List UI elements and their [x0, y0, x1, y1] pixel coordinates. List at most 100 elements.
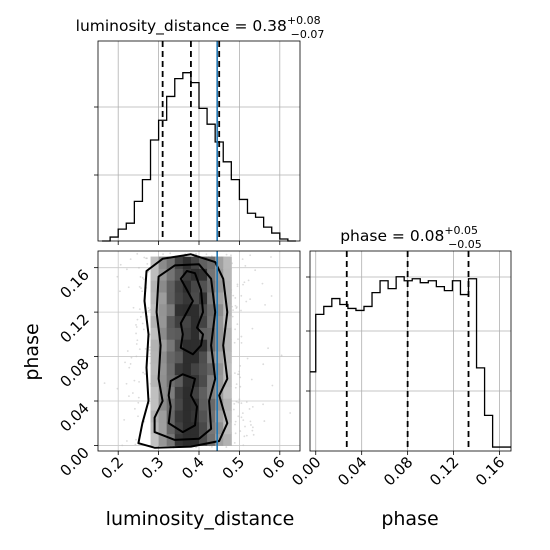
joint-density-cell — [150, 351, 160, 364]
joint-density-cell — [215, 386, 224, 399]
joint-density-cell — [190, 386, 200, 399]
hist-phase-title: phase = 0.08+0.05 −0.05 — [340, 224, 482, 251]
joint-density-cell — [158, 339, 168, 352]
joint-density-cell — [158, 256, 168, 269]
joint-scatter-point — [136, 318, 139, 321]
joint-density-cell — [215, 351, 224, 364]
joint-scatter-point — [236, 306, 238, 308]
joint-density-cell — [207, 410, 216, 423]
panel-luminosity-distance-hist: luminosity_distance = 0.38+0.08 −0.07 — [76, 14, 324, 245]
joint-scatter-point — [144, 373, 146, 375]
joint-density-cell — [158, 362, 168, 376]
joint-density-cell — [215, 303, 224, 317]
joint-scatter-point — [116, 275, 119, 278]
joint-scatter-point — [131, 392, 134, 394]
joint-density-cell — [174, 256, 184, 269]
joint-density-cell — [215, 362, 224, 376]
joint-density-cell — [223, 256, 232, 269]
joint-density-cell — [182, 374, 192, 387]
joint-density-cell — [223, 268, 232, 281]
joint-scatter-point — [250, 424, 252, 426]
joint-density-cell — [158, 410, 168, 423]
joint-density-cell — [150, 362, 160, 376]
joint-density-cell — [215, 315, 224, 328]
joint-density-cell — [182, 268, 192, 281]
joint-scatter-point — [236, 283, 239, 286]
joint-scatter-point — [264, 303, 266, 306]
joint-density-cell — [199, 256, 208, 269]
joint-scatter-point — [234, 304, 237, 307]
joint-scatter-point — [262, 363, 265, 366]
joint-x-tick-label: 0.6 — [259, 453, 289, 483]
joint-density-cell — [207, 327, 216, 340]
joint-scatter-point — [235, 383, 238, 385]
joint-density-cell — [182, 421, 192, 435]
joint-scatter-point — [211, 445, 213, 448]
joint-scatter-point — [148, 349, 151, 351]
joint-density-cell — [207, 374, 216, 387]
hist-phase-step — [310, 276, 511, 448]
joint-density-cell — [166, 362, 176, 376]
joint-scatter-point — [136, 339, 139, 342]
joint-scatter-point — [261, 282, 264, 285]
joint-scatter-point — [125, 382, 128, 385]
joint-density-cell — [158, 291, 168, 305]
joint-scatter-point — [130, 356, 133, 359]
joint-scatter-point — [237, 415, 240, 418]
joint-density-cell — [174, 351, 184, 364]
joint-density-cell — [174, 303, 184, 317]
joint-scatter-point — [135, 355, 138, 358]
joint-scatter-point — [139, 315, 142, 318]
joint-density-cell — [199, 268, 208, 281]
joint-density-cell — [207, 291, 216, 305]
joint-density-cell — [190, 256, 200, 269]
joint-density-cell — [215, 421, 224, 435]
joint-density-cell — [223, 433, 232, 446]
joint-density-cell — [199, 421, 208, 435]
joint-density-cell — [174, 339, 184, 352]
joint-density-cell — [223, 339, 232, 352]
joint-scatter-point — [270, 256, 272, 258]
joint-scatter-point — [128, 366, 131, 369]
joint-scatter-point — [239, 364, 242, 367]
joint-scatter-point — [234, 372, 236, 375]
joint-scatter-point — [234, 420, 237, 423]
joint-density-cell — [223, 410, 232, 423]
joint-scatter-point — [250, 378, 253, 381]
joint-scatter-point — [242, 419, 245, 421]
joint-density-cell — [207, 398, 216, 411]
joint-scatter-point — [236, 285, 239, 288]
joint-density-cell — [223, 315, 232, 328]
joint-density-cell — [174, 268, 184, 281]
joint-y-label: phase — [21, 323, 43, 380]
joint-scatter-point — [124, 361, 126, 364]
joint-scatter-point — [237, 338, 239, 341]
joint-density-cell — [150, 386, 160, 399]
phase-x-ticks: 0.00 0.04 0.08 0.12 0.16 — [288, 451, 508, 489]
hist-ld-grid — [94, 41, 300, 245]
joint-density-cell — [223, 386, 232, 399]
joint-density-cell — [150, 339, 160, 352]
joint-density-cell — [199, 398, 208, 411]
joint-density-cell — [199, 291, 208, 305]
joint-scatter-point — [263, 420, 266, 422]
joint-scatter-point — [138, 348, 141, 351]
joint-density-cell — [182, 351, 192, 364]
joint-density-cell — [190, 362, 200, 376]
joint-density-cell — [174, 421, 184, 435]
panel-joint: 0.2 0.3 0.4 0.5 0.6 0.00 0.04 0.08 0.12 0.16 lum… — [21, 250, 301, 530]
joint-density-cell — [207, 433, 216, 446]
joint-density-cell — [215, 327, 224, 340]
joint-density-cell — [166, 386, 176, 399]
joint-density-cell — [166, 351, 176, 364]
joint-density-cell — [166, 339, 176, 352]
joint-y-tick-label: 0.16 — [56, 266, 92, 302]
joint-scatter-point — [126, 440, 128, 442]
joint-density-cell — [158, 280, 168, 293]
joint-scatter-point — [239, 385, 242, 388]
phase-x-tick-label: 0.08 — [380, 453, 416, 489]
phase-x-tick-label: 0.00 — [288, 453, 324, 489]
joint-scatter-point — [148, 346, 151, 349]
joint-scatter-point — [244, 264, 247, 267]
joint-scatter-point — [241, 412, 244, 415]
